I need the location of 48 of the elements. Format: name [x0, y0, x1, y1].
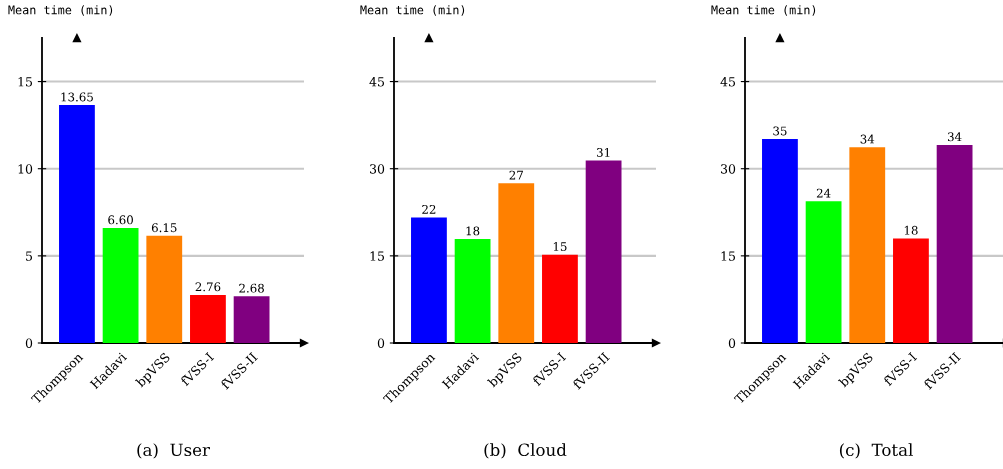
data-label: 34: [947, 132, 962, 142]
y-axis-title: Mean time (min): [360, 5, 465, 16]
data-label: 18: [466, 226, 480, 236]
y-tick-label: 5: [26, 251, 33, 261]
y-tick-label: 0: [25, 338, 33, 348]
data-label: 2.68: [239, 283, 264, 293]
bar: [805, 201, 842, 343]
y-tick-label: 0: [728, 338, 736, 348]
bar: [542, 254, 578, 343]
text: (a) User: [137, 443, 210, 459]
bar: [233, 296, 270, 343]
y-tick-label: 45: [369, 77, 385, 87]
y-axis-title: Mean time (min): [8, 5, 113, 16]
data-label: 27: [509, 170, 523, 180]
y-tick-label: 45: [720, 77, 736, 87]
y-tick-label: 30: [370, 164, 385, 174]
data-label: 24: [816, 188, 831, 198]
data-label: 35: [773, 126, 787, 136]
y-tick-label: 10: [18, 164, 33, 174]
bar: [498, 183, 535, 343]
bar: [893, 238, 929, 343]
data-label: 31: [596, 147, 610, 157]
text: (c) Total: [839, 443, 913, 459]
text: (b) Cloud: [484, 443, 567, 459]
bar: [936, 144, 973, 343]
data-label: 13.65: [61, 92, 93, 102]
data-label: 6.60: [108, 215, 133, 225]
y-tick-label: 30: [721, 164, 736, 174]
data-label: 15: [553, 242, 567, 252]
data-label: 18: [904, 225, 918, 235]
bar: [146, 235, 183, 343]
data-label: 2.76: [195, 282, 221, 292]
bar: [102, 227, 139, 343]
data-label: 34: [860, 134, 875, 144]
bar: [454, 239, 491, 343]
y-tick-label: 15: [721, 251, 736, 261]
bar: [59, 105, 95, 343]
data-label: 6.15: [151, 223, 177, 233]
bar: [411, 217, 447, 343]
data-label: 22: [422, 204, 436, 214]
bar: [190, 294, 226, 343]
y-tick-label: 15: [18, 77, 33, 87]
y-tick-label: 15: [370, 251, 385, 261]
y-tick-label: 0: [377, 338, 385, 348]
bar: [849, 147, 886, 343]
bar: [762, 139, 798, 343]
bar: [585, 160, 622, 343]
y-axis-title: Mean time (min): [711, 5, 816, 16]
